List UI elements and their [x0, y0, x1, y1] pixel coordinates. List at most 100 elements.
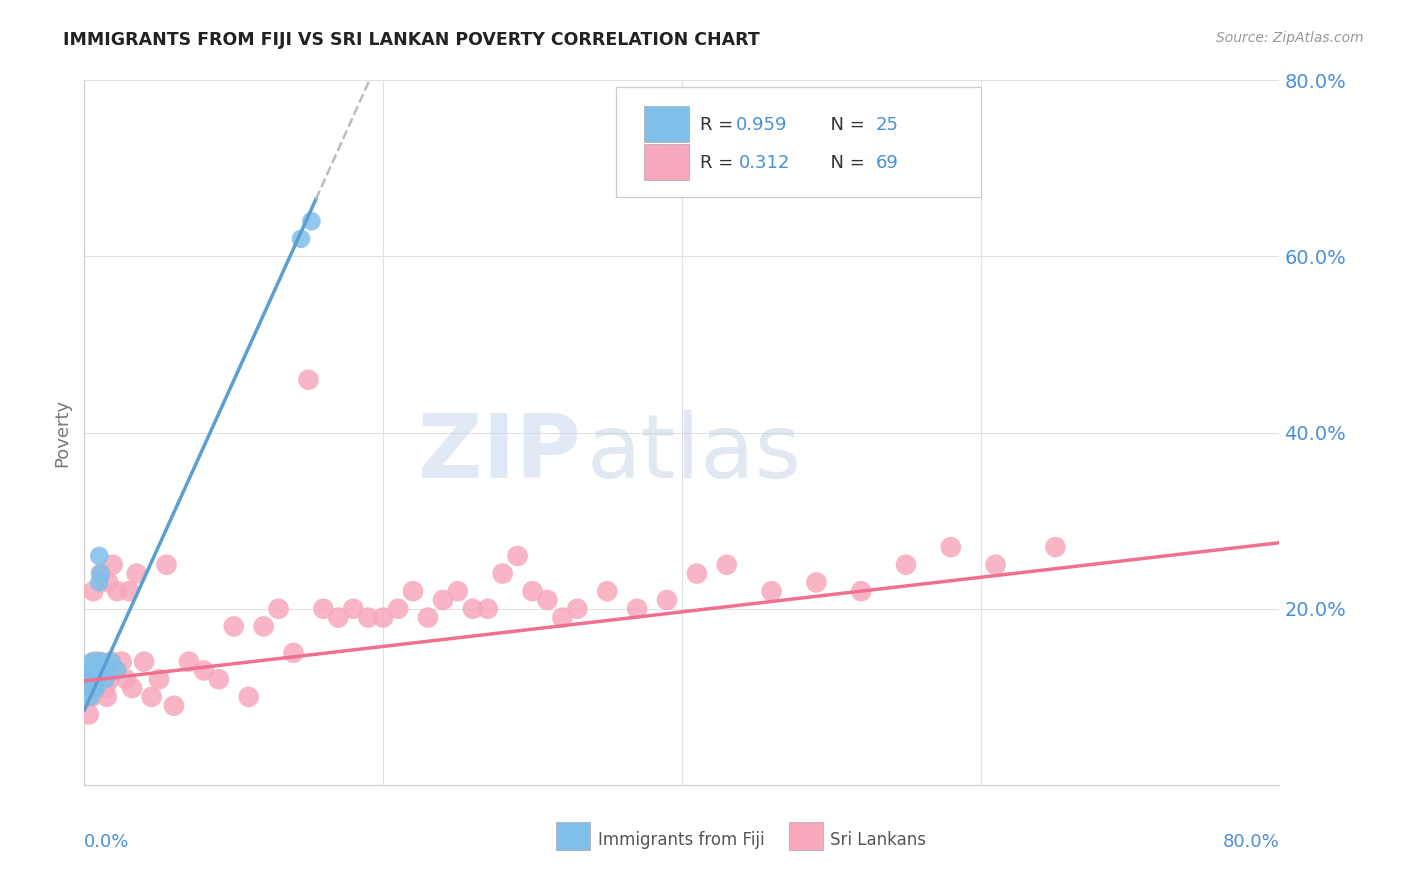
Text: Source: ZipAtlas.com: Source: ZipAtlas.com	[1216, 31, 1364, 45]
Point	[551, 610, 574, 624]
Point	[90, 566, 112, 581]
Point	[89, 575, 111, 590]
Point	[290, 232, 312, 246]
Point	[492, 566, 515, 581]
Bar	[644, 144, 689, 180]
Point	[82, 664, 104, 678]
Point	[101, 558, 124, 572]
FancyBboxPatch shape	[616, 87, 981, 196]
Point	[105, 584, 128, 599]
Point	[416, 610, 439, 624]
Text: 25: 25	[876, 116, 898, 134]
Text: R =: R =	[700, 116, 738, 134]
Text: 80.0%: 80.0%	[1223, 833, 1279, 851]
Point	[432, 593, 454, 607]
Point	[105, 664, 128, 678]
Point	[83, 664, 105, 678]
Point	[82, 681, 104, 695]
Point	[141, 690, 163, 704]
Point	[193, 664, 215, 678]
Point	[76, 673, 98, 687]
Point	[121, 681, 143, 695]
Point	[80, 655, 103, 669]
Point	[806, 575, 828, 590]
Point	[596, 584, 619, 599]
Point	[283, 646, 305, 660]
Point	[357, 610, 380, 624]
Point	[90, 566, 112, 581]
Text: Sri Lankans: Sri Lankans	[830, 830, 927, 849]
Point	[253, 619, 276, 633]
Point	[94, 681, 117, 695]
Text: R =: R =	[700, 153, 745, 171]
Point	[477, 601, 499, 615]
Text: ZIP: ZIP	[418, 410, 581, 497]
Point	[91, 655, 114, 669]
Text: N =: N =	[820, 153, 870, 171]
Point	[87, 664, 110, 678]
Point	[80, 673, 103, 687]
Point	[86, 681, 108, 695]
Text: 0.312: 0.312	[740, 153, 790, 171]
Point	[342, 601, 364, 615]
Point	[91, 673, 114, 687]
Point	[506, 549, 529, 563]
Point	[77, 707, 100, 722]
Point	[118, 584, 141, 599]
Point	[567, 601, 589, 615]
Point	[86, 681, 108, 695]
Point	[132, 655, 156, 669]
Point	[96, 690, 118, 704]
Point	[115, 673, 138, 687]
Point	[267, 601, 290, 615]
Point	[125, 566, 148, 581]
Text: atlas: atlas	[586, 410, 801, 497]
Text: 69: 69	[876, 153, 898, 171]
Text: Immigrants from Fiji: Immigrants from Fiji	[599, 830, 765, 849]
Point	[655, 593, 678, 607]
Point	[80, 690, 103, 704]
Point	[402, 584, 425, 599]
Point	[97, 664, 120, 678]
Point	[328, 610, 350, 624]
Point	[82, 584, 104, 599]
Point	[761, 584, 783, 599]
Point	[87, 664, 110, 678]
Point	[447, 584, 470, 599]
Point	[387, 601, 409, 615]
Point	[894, 558, 917, 572]
Point	[94, 673, 117, 687]
Point	[100, 655, 122, 669]
Point	[97, 575, 120, 590]
Point	[77, 681, 100, 695]
Point	[536, 593, 558, 607]
Point	[76, 673, 98, 687]
Point	[312, 601, 335, 615]
Point	[89, 655, 111, 669]
Point	[79, 690, 101, 704]
Point	[238, 690, 260, 704]
Point	[86, 655, 108, 669]
Point	[984, 558, 1007, 572]
Bar	[644, 105, 689, 143]
Point	[716, 558, 738, 572]
Y-axis label: Poverty: Poverty	[53, 399, 72, 467]
Point	[686, 566, 709, 581]
Point	[98, 673, 121, 687]
Point	[297, 373, 319, 387]
Bar	[557, 822, 591, 850]
Point	[522, 584, 544, 599]
Point	[79, 664, 101, 678]
Point	[155, 558, 177, 572]
Point	[103, 664, 125, 678]
Point	[208, 673, 231, 687]
Point	[1045, 540, 1067, 554]
Point	[79, 664, 101, 678]
Point	[89, 549, 111, 563]
Point	[373, 610, 395, 624]
Bar	[790, 822, 823, 850]
Point	[100, 655, 122, 669]
Text: IMMIGRANTS FROM FIJI VS SRI LANKAN POVERTY CORRELATION CHART: IMMIGRANTS FROM FIJI VS SRI LANKAN POVER…	[63, 31, 761, 49]
Point	[111, 655, 134, 669]
Point	[851, 584, 873, 599]
